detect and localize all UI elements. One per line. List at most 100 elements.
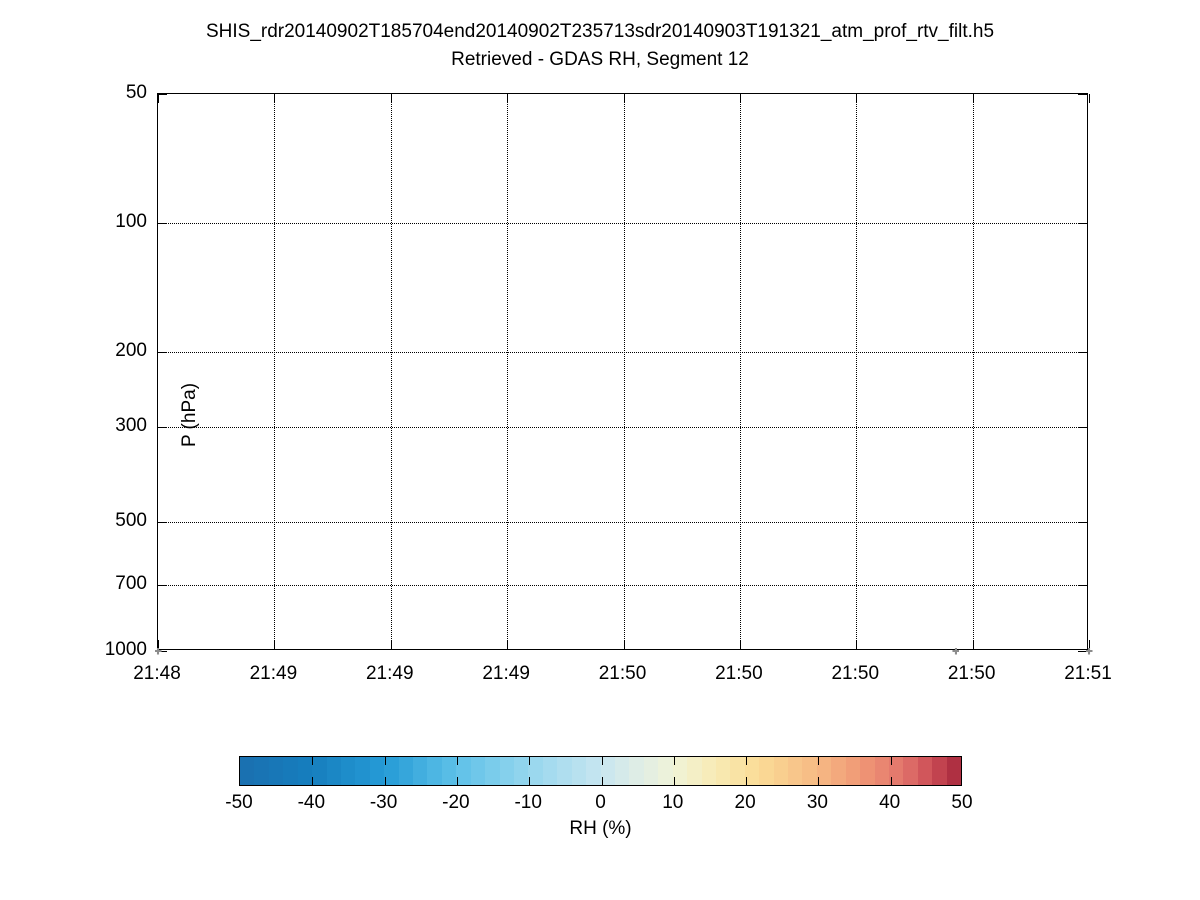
colorbar-tick-label: 40 bbox=[879, 792, 901, 813]
y-axis-tick bbox=[1078, 351, 1087, 353]
y-axis-tick bbox=[158, 584, 167, 586]
data-marker bbox=[1085, 647, 1093, 655]
data-marker bbox=[154, 647, 162, 655]
colorbar-band bbox=[715, 757, 731, 785]
colorbar-band bbox=[283, 757, 298, 785]
x-axis-tick bbox=[390, 640, 392, 649]
colorbar-tick bbox=[673, 777, 675, 785]
colorbar-band bbox=[730, 757, 745, 785]
colorbar-tick-label: -10 bbox=[514, 792, 542, 813]
horizontal-gridline bbox=[158, 584, 1087, 586]
colorbar-band bbox=[499, 757, 515, 785]
colorbar-tick-label: -30 bbox=[369, 792, 398, 813]
y-axis-tick bbox=[1078, 584, 1087, 586]
colorbar-band bbox=[860, 757, 875, 785]
colorbar-band bbox=[427, 757, 442, 785]
y-axis-tick bbox=[1078, 651, 1087, 652]
x-axis-tick-label: 21:50 bbox=[598, 663, 647, 684]
y-axis-tick-label: 200 bbox=[115, 339, 147, 361]
colorbar-band bbox=[802, 757, 817, 785]
colorbar-tick bbox=[312, 757, 314, 765]
x-axis-tick bbox=[390, 94, 392, 103]
colorbar-band bbox=[312, 757, 327, 785]
x-axis-tick-label: 21:49 bbox=[365, 663, 414, 684]
colorbar-tick-label: 0 bbox=[595, 792, 606, 813]
colorbar-band bbox=[542, 757, 558, 785]
colorbar-band bbox=[917, 757, 933, 785]
colorbar-band bbox=[672, 757, 688, 785]
horizontal-gridline bbox=[158, 222, 1087, 224]
colorbar-band bbox=[384, 757, 399, 785]
colorbar-band bbox=[326, 757, 341, 785]
colorbar-band bbox=[268, 757, 284, 785]
y-axis-tick bbox=[158, 222, 167, 224]
vertical-gridline bbox=[274, 94, 276, 649]
vertical-gridline bbox=[856, 94, 858, 649]
colorbar-band bbox=[441, 757, 457, 785]
y-axis-tick-label: 1000 bbox=[104, 639, 147, 660]
x-axis-tick bbox=[507, 94, 509, 103]
x-axis-tick bbox=[856, 640, 858, 649]
colorbar-tick bbox=[746, 777, 748, 785]
x-axis-tick-label: 21:50 bbox=[831, 663, 880, 684]
horizontal-gridline bbox=[158, 522, 1087, 524]
colorbar-band bbox=[759, 757, 774, 785]
colorbar-band bbox=[240, 757, 255, 785]
vertical-gridline bbox=[623, 94, 625, 649]
colorbar-band bbox=[888, 757, 904, 785]
horizontal-gridline bbox=[158, 351, 1087, 353]
colorbar-band bbox=[816, 757, 832, 785]
colorbar-band bbox=[297, 757, 313, 785]
colorbar-tick bbox=[673, 757, 675, 765]
vertical-gridline bbox=[739, 94, 741, 649]
y-axis-tick bbox=[1078, 94, 1087, 95]
x-axis-tick-label: 21:50 bbox=[947, 663, 996, 684]
colorbar-tick bbox=[384, 757, 386, 765]
colorbar-label: RH (%) bbox=[569, 818, 632, 839]
x-axis-tick-label: 21:51 bbox=[1064, 663, 1112, 684]
vertical-gridline bbox=[507, 94, 509, 649]
colorbar-tick bbox=[818, 757, 820, 765]
x-axis-tick bbox=[274, 640, 276, 649]
y-axis-tick-label: 700 bbox=[115, 572, 147, 594]
colorbar-band bbox=[485, 757, 500, 785]
colorbar-tick bbox=[890, 777, 892, 785]
colorbar-tick-label: -20 bbox=[442, 792, 470, 813]
x-axis-tick bbox=[856, 94, 858, 103]
colorbar-tick bbox=[746, 757, 748, 765]
x-axis-tick bbox=[158, 94, 159, 103]
y-axis-tick bbox=[158, 651, 167, 652]
colorbar-tick bbox=[312, 777, 314, 785]
colorbar-band bbox=[340, 757, 356, 785]
vertical-gridline bbox=[972, 94, 974, 649]
y-axis-tick bbox=[158, 522, 167, 524]
colorbar-tick-label: 10 bbox=[662, 792, 684, 813]
colorbar-tick bbox=[456, 757, 458, 765]
plot-area: P (hPa) bbox=[154, 93, 1093, 655]
colorbar-band bbox=[687, 757, 702, 785]
x-axis-tick bbox=[158, 640, 159, 649]
colorbar-tick-label: -40 bbox=[297, 792, 326, 813]
x-axis-tick-label: 21:48 bbox=[133, 663, 181, 684]
colorbar-tick bbox=[890, 757, 892, 765]
y-axis-tick-label: 50 bbox=[125, 82, 147, 103]
colorbar-tick bbox=[601, 757, 603, 765]
colorbar-group: -50 -40 -30 -20 -10 0 10 20 30 40 50 RH (%) bbox=[225, 756, 973, 839]
chart-subtitle: Retrieved - GDAS RH, Segment 12 bbox=[451, 49, 749, 70]
colorbar-tick bbox=[456, 777, 458, 785]
colorbar-tick bbox=[601, 777, 603, 785]
colorbar-band bbox=[744, 757, 760, 785]
colorbar-band bbox=[658, 757, 673, 785]
x-axis-tick-label: 21:49 bbox=[249, 663, 298, 684]
chart-title-block: SHIS_rdr20140902T185704end20140902T23571… bbox=[0, 20, 1200, 72]
colorbar-band bbox=[701, 757, 716, 785]
y-axis-tick-label: 100 bbox=[115, 210, 147, 232]
colorbar-tick bbox=[529, 757, 531, 765]
page-title: SHIS_rdr20140902T185704end20140902T23571… bbox=[205, 21, 995, 42]
x-axis-tick bbox=[623, 94, 625, 103]
x-axis-tick bbox=[507, 640, 509, 649]
x-axis-tick bbox=[1089, 94, 1090, 103]
colorbar-band bbox=[831, 757, 846, 785]
colorbar-band bbox=[629, 757, 644, 785]
y-axis-tick bbox=[1078, 427, 1087, 429]
